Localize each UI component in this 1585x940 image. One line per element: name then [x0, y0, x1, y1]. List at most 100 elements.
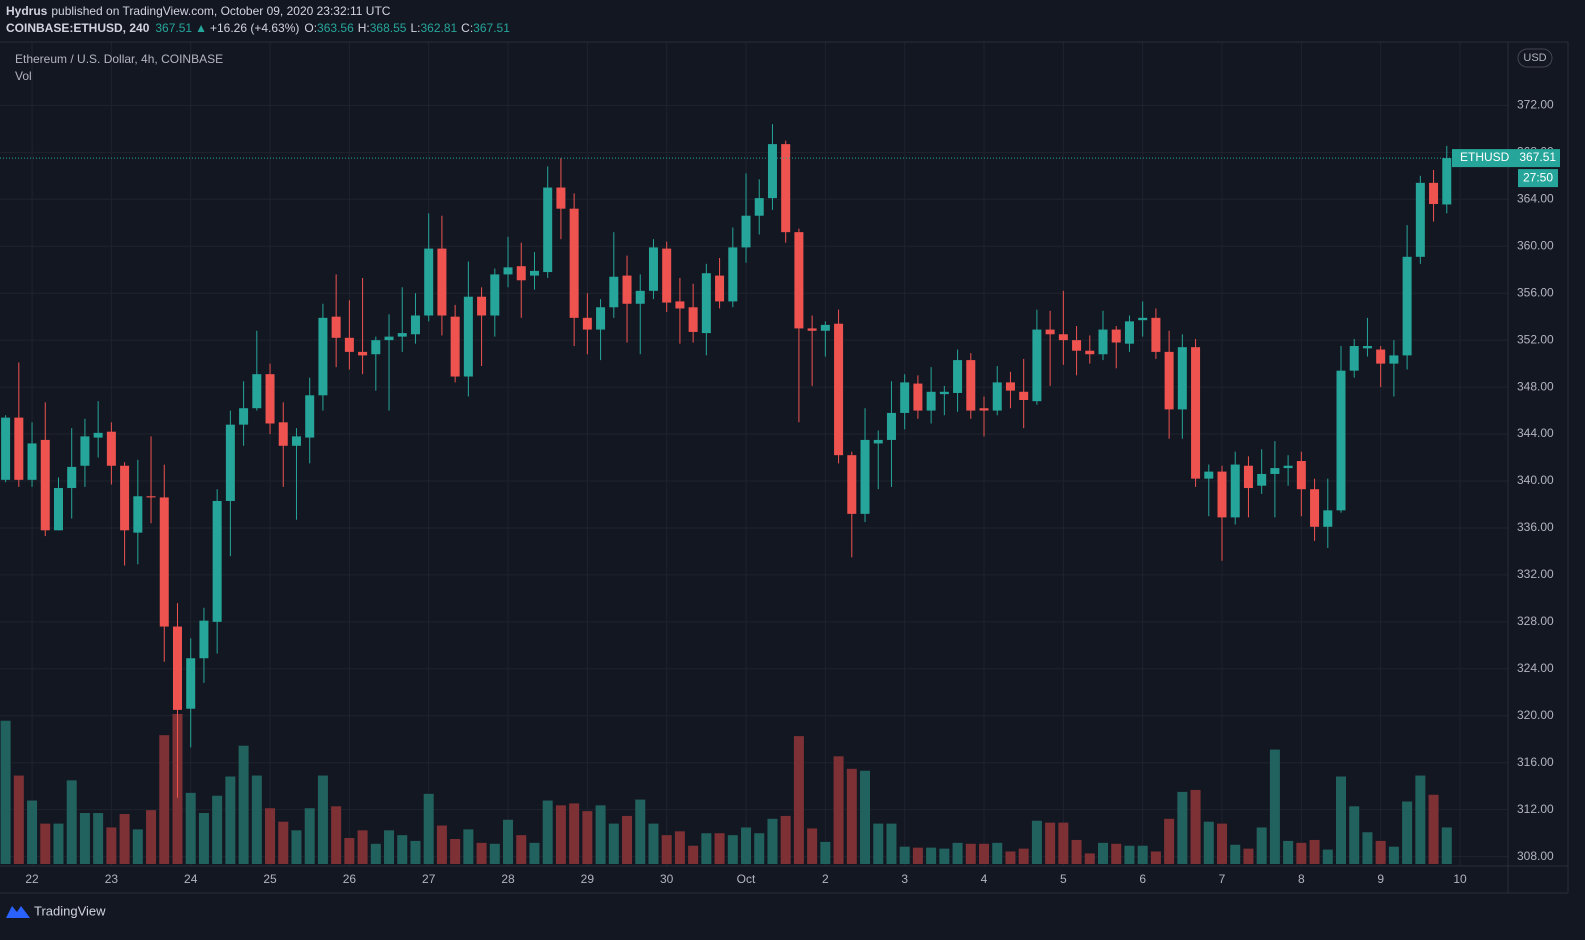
ohlc-value: 363.56 [317, 21, 354, 35]
volume-bar [410, 840, 421, 864]
publish-line: Hydrus published on TradingView.com, Octo… [6, 4, 391, 18]
candle-body [1072, 340, 1082, 351]
candle-body [1058, 334, 1068, 341]
volume-bar [939, 848, 950, 864]
volume-bar [1309, 839, 1320, 864]
volume-bar [1428, 794, 1439, 864]
volume-bar [1217, 823, 1228, 864]
candle-body [767, 144, 777, 199]
y-tick-label: 356.00 [1517, 285, 1554, 299]
volume-bar [251, 775, 262, 864]
y-tick-label: 352.00 [1517, 332, 1554, 346]
candle-body [939, 391, 949, 395]
volume-bar [529, 842, 540, 864]
volume-bar [899, 846, 910, 864]
volume-bar [820, 841, 831, 864]
brand: TradingView [34, 903, 106, 918]
candle-body [609, 276, 619, 308]
volume-bar [1045, 822, 1056, 864]
volume-bar [238, 745, 249, 864]
volume-bar [66, 780, 77, 864]
candle-body [847, 455, 857, 514]
candle-body [358, 351, 368, 356]
y-tick-label: 332.00 [1517, 567, 1554, 581]
volume-bar [1164, 818, 1175, 864]
candle-body [1085, 350, 1095, 355]
volume-bar [159, 735, 170, 864]
candle-body [1389, 355, 1399, 364]
x-tick-label: 6 [1139, 872, 1146, 886]
candle-body [886, 412, 896, 440]
volume-bar [714, 833, 725, 864]
y-tick-label: 324.00 [1517, 661, 1554, 675]
candle-body [807, 328, 817, 331]
candle-body [635, 290, 645, 304]
candle-body [410, 315, 420, 335]
candle-body [1124, 321, 1134, 344]
candle-body [1164, 351, 1174, 410]
x-tick-label: Oct [737, 872, 756, 886]
candle-body [1336, 370, 1346, 511]
x-tick-label: 26 [343, 872, 357, 886]
x-tick-label: 4 [981, 872, 988, 886]
volume-bar [1098, 842, 1109, 864]
candle-body [450, 316, 460, 377]
volume-bar [304, 808, 315, 864]
volume-bar [648, 823, 659, 864]
volume-bar [27, 800, 38, 864]
volume-bar [1269, 749, 1280, 864]
volume-bar [1111, 843, 1122, 864]
volume-bar [1177, 791, 1188, 864]
currency-box[interactable] [1517, 48, 1553, 68]
volume-bar [569, 803, 580, 864]
candle-body [569, 208, 579, 318]
candle-body [1032, 329, 1042, 402]
volume-bar [1031, 820, 1042, 864]
ohlc-label: O: [304, 21, 317, 35]
candle-body [794, 232, 804, 329]
candle-body [1349, 346, 1359, 371]
volume-bar [463, 829, 474, 864]
volume-bar [912, 847, 923, 864]
candle-body [1204, 471, 1214, 479]
y-tick-label: 316.00 [1517, 755, 1554, 769]
volume-bar [1415, 775, 1426, 864]
x-tick-label: 5 [1060, 872, 1067, 886]
published: published on TradingView.com, October 09… [51, 4, 390, 18]
volume-bar [1018, 848, 1029, 864]
x-tick-label: 7 [1219, 872, 1226, 886]
volume-bar [1203, 821, 1214, 864]
volume-bar [13, 775, 24, 864]
volume-bar [53, 823, 64, 864]
y-tick-label: 340.00 [1517, 473, 1554, 487]
candle-body [1177, 347, 1187, 410]
volume-bar [370, 843, 381, 864]
x-tick-label: 27 [422, 872, 436, 886]
y-tick-label: 348.00 [1517, 379, 1554, 393]
volume-bar [886, 823, 897, 864]
volume-bar [1071, 839, 1082, 864]
candle-body [1323, 510, 1333, 527]
candle-body [688, 307, 698, 332]
candle-body [1283, 465, 1293, 469]
volume-bar [185, 792, 196, 864]
candle-body [331, 316, 341, 338]
logo: TradingView [6, 903, 106, 918]
candle-body [172, 626, 182, 710]
volume-bar [1005, 851, 1016, 864]
volume-bar [674, 831, 685, 864]
volume-bar [780, 815, 791, 864]
candle-body [1310, 489, 1320, 527]
volume-bar [1441, 827, 1452, 864]
candle-body [820, 324, 830, 331]
volume-bar [767, 818, 778, 864]
volume-bar [873, 823, 884, 864]
volume-bar [476, 842, 487, 864]
candle-body [265, 374, 275, 424]
candle-body [53, 488, 63, 531]
candle-body [979, 408, 989, 411]
candle-body [318, 317, 328, 396]
price-label-value: 367.51 [1519, 150, 1556, 164]
price-label-box [1452, 149, 1560, 168]
